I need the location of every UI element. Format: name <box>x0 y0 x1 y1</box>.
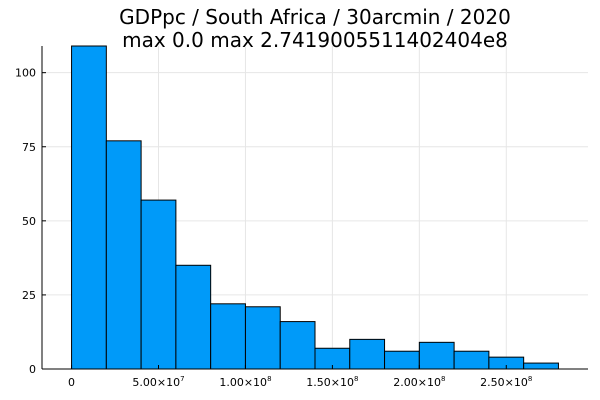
histogram-bar <box>140 199 177 370</box>
x-tick-label: 5.00×107 <box>132 375 184 389</box>
x-tick-mantissa: 1.00×10 <box>219 376 267 389</box>
x-tick-label: 1.00×108 <box>219 375 271 389</box>
histogram-bar <box>418 341 455 370</box>
histogram-bar <box>210 303 246 370</box>
x-tick-exponent: 8 <box>441 375 445 383</box>
axis-layer <box>41 46 588 370</box>
x-tick-exponent: 7 <box>180 375 184 383</box>
x-tick-mantissa: 2.00×10 <box>393 376 441 389</box>
x-tick-exponent: 8 <box>354 375 358 383</box>
histogram-bar <box>453 350 490 370</box>
x-tick-exponent: 8 <box>267 375 271 383</box>
chart-title-line-2: max 0.0 max 2.7419005511402404e8 <box>122 28 508 52</box>
x-tick-label: 2.50×108 <box>480 375 532 389</box>
y-tick-label: 75 <box>22 141 36 154</box>
histogram-bar <box>71 45 107 370</box>
y-tick-label: 100 <box>15 67 36 80</box>
bar-layer <box>71 45 559 370</box>
histogram-bar <box>349 338 386 370</box>
x-tick-mantissa: 0 <box>68 376 75 389</box>
histogram-bar <box>384 350 420 370</box>
x-tick-label: 2.00×108 <box>393 375 445 389</box>
x-tick-label: 1.50×108 <box>306 375 358 389</box>
histogram-bar <box>105 140 142 370</box>
x-tick-label: 0 <box>68 376 75 389</box>
y-tick-label: 50 <box>22 215 36 228</box>
x-tick-exponent: 8 <box>528 375 532 383</box>
x-tick-mantissa: 1.50×10 <box>306 376 354 389</box>
chart-title-line-1: GDPpc / South Africa / 30arcmin / 2020 <box>119 5 511 29</box>
histogram-bar <box>244 306 281 370</box>
y-tick-label: 0 <box>29 363 36 376</box>
histogram-bar <box>175 264 212 370</box>
histogram-bar <box>523 362 559 370</box>
x-tick-mantissa: 5.00×10 <box>132 376 180 389</box>
x-tick-mantissa: 2.50×10 <box>480 376 528 389</box>
histogram-bar <box>279 321 316 370</box>
y-tick-label: 25 <box>22 289 36 302</box>
